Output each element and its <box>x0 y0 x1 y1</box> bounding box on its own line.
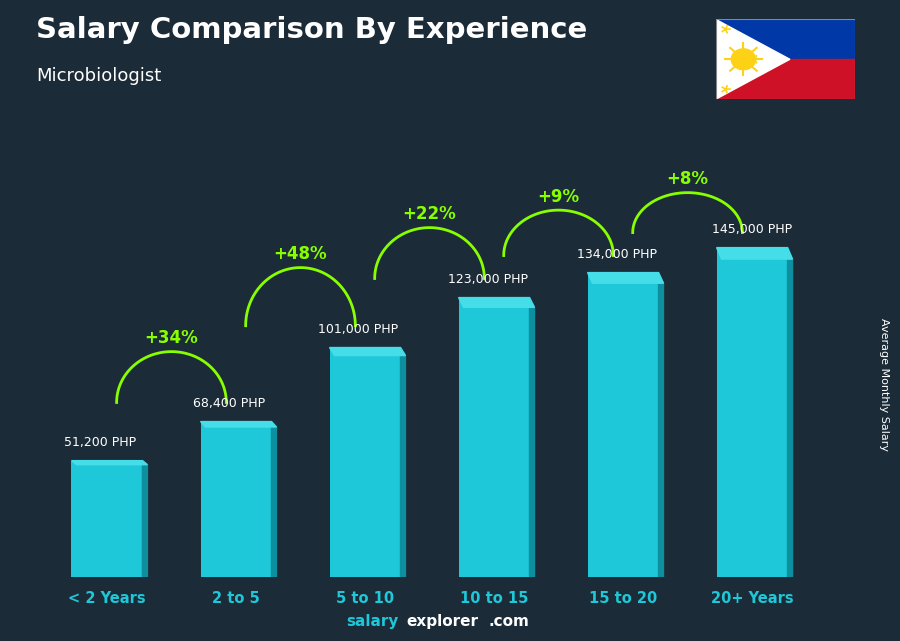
Polygon shape <box>71 461 148 465</box>
Bar <box>329 347 400 577</box>
Bar <box>201 422 272 577</box>
Polygon shape <box>329 347 406 356</box>
Bar <box>716 60 855 99</box>
Polygon shape <box>588 272 663 283</box>
Text: +8%: +8% <box>667 170 708 188</box>
Polygon shape <box>458 297 535 307</box>
Text: 51,200 PHP: 51,200 PHP <box>65 437 137 449</box>
Polygon shape <box>716 247 793 259</box>
Polygon shape <box>788 247 793 577</box>
Bar <box>588 272 659 577</box>
Text: 123,000 PHP: 123,000 PHP <box>447 273 527 287</box>
Polygon shape <box>529 297 535 577</box>
Polygon shape <box>142 461 148 577</box>
Polygon shape <box>400 347 406 577</box>
Polygon shape <box>272 422 276 577</box>
Polygon shape <box>659 272 663 577</box>
Text: +34%: +34% <box>145 329 198 347</box>
Text: salary: salary <box>346 615 399 629</box>
Polygon shape <box>716 19 790 99</box>
Text: +9%: +9% <box>537 188 580 206</box>
Polygon shape <box>201 422 276 427</box>
Bar <box>458 297 529 577</box>
Text: +48%: +48% <box>274 245 328 263</box>
Text: explorer: explorer <box>407 615 479 629</box>
Bar <box>71 461 142 577</box>
Text: 145,000 PHP: 145,000 PHP <box>712 223 792 237</box>
Text: Average Monthly Salary: Average Monthly Salary <box>878 318 889 451</box>
Text: 134,000 PHP: 134,000 PHP <box>577 248 657 262</box>
Bar <box>716 247 788 577</box>
Text: .com: .com <box>489 615 529 629</box>
Bar <box>716 19 855 60</box>
Text: +22%: +22% <box>402 205 456 223</box>
Text: Salary Comparison By Experience: Salary Comparison By Experience <box>36 16 587 44</box>
Text: 68,400 PHP: 68,400 PHP <box>194 397 266 410</box>
Text: 101,000 PHP: 101,000 PHP <box>319 323 399 336</box>
Circle shape <box>732 49 755 70</box>
Text: Microbiologist: Microbiologist <box>36 67 161 85</box>
